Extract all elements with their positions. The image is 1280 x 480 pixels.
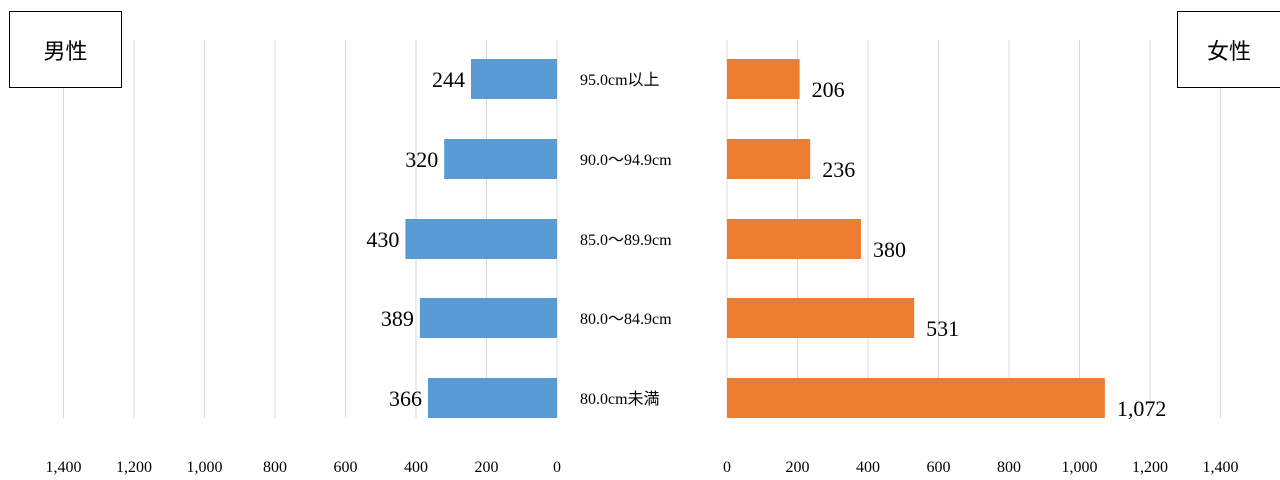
legend-male-label: 男性 bbox=[43, 39, 88, 65]
male-x-tick-label: 400 bbox=[404, 459, 428, 475]
female-bars bbox=[727, 59, 1105, 418]
female-x-tick-label: 0 bbox=[723, 459, 731, 475]
male-x-axis-ticks: 1,400 1,200 1,000 800 600 400 200 0 bbox=[46, 459, 562, 476]
female-x-tick-label: 400 bbox=[856, 459, 880, 475]
male-value-label: 244 bbox=[432, 67, 465, 92]
male-bar bbox=[444, 139, 557, 179]
male-x-tick-label: 600 bbox=[334, 459, 358, 475]
female-bar bbox=[727, 139, 811, 179]
legend-female-label: 女性 bbox=[1206, 39, 1251, 65]
legend-male: 男性 bbox=[9, 11, 122, 88]
male-bar bbox=[427, 378, 557, 418]
category-label: 95.0cm以上 bbox=[580, 71, 660, 89]
male-bar bbox=[405, 219, 557, 259]
male-bar bbox=[419, 298, 557, 338]
male-value-labels: 244 320 430 389 366 bbox=[366, 67, 465, 411]
female-x-tick-label: 800 bbox=[997, 459, 1021, 475]
female-x-axis-ticks: 0 200 400 600 800 1,000 1,200 1,400 bbox=[723, 459, 1239, 476]
male-value-label: 366 bbox=[389, 386, 422, 411]
female-bar bbox=[727, 219, 861, 259]
category-label: 90.0〜94.9cm bbox=[580, 152, 672, 169]
female-x-tick-label: 600 bbox=[927, 459, 951, 475]
female-value-label: 1,072 bbox=[1117, 396, 1167, 421]
male-x-tick-label: 1,000 bbox=[187, 459, 223, 475]
female-bar bbox=[727, 59, 800, 99]
female-x-tick-label: 1,000 bbox=[1062, 459, 1098, 475]
male-bars bbox=[405, 59, 557, 418]
female-value-label: 236 bbox=[822, 157, 855, 182]
male-value-label: 320 bbox=[405, 147, 438, 172]
male-x-tick-label: 800 bbox=[263, 459, 287, 475]
female-value-label: 380 bbox=[873, 237, 906, 262]
male-value-label: 389 bbox=[381, 306, 414, 331]
female-value-label: 531 bbox=[926, 316, 959, 341]
male-x-tick-label: 0 bbox=[553, 459, 561, 475]
female-value-label: 206 bbox=[812, 77, 845, 102]
category-labels: 95.0cm以上 90.0〜94.9cm 85.0〜89.9cm 80.0〜84.9c… bbox=[580, 71, 672, 408]
female-x-tick-label: 1,400 bbox=[1203, 459, 1239, 475]
legend-female: 女性 bbox=[1177, 11, 1280, 88]
female-x-tick-label: 1,200 bbox=[1132, 459, 1168, 475]
female-bar bbox=[727, 298, 915, 338]
category-label: 80.0〜84.9cm bbox=[580, 311, 672, 328]
female-value-labels: 206 236 380 531 1,072 bbox=[812, 77, 1167, 421]
male-x-tick-label: 1,400 bbox=[46, 459, 82, 475]
category-label: 80.0cm未満 bbox=[580, 390, 660, 408]
category-label: 85.0〜89.9cm bbox=[580, 232, 672, 249]
female-bar bbox=[727, 378, 1105, 418]
male-x-tick-label: 1,200 bbox=[116, 459, 152, 475]
female-x-tick-label: 200 bbox=[786, 459, 810, 475]
male-bar bbox=[470, 59, 557, 99]
male-x-tick-label: 200 bbox=[475, 459, 499, 475]
male-value-label: 430 bbox=[366, 227, 399, 252]
